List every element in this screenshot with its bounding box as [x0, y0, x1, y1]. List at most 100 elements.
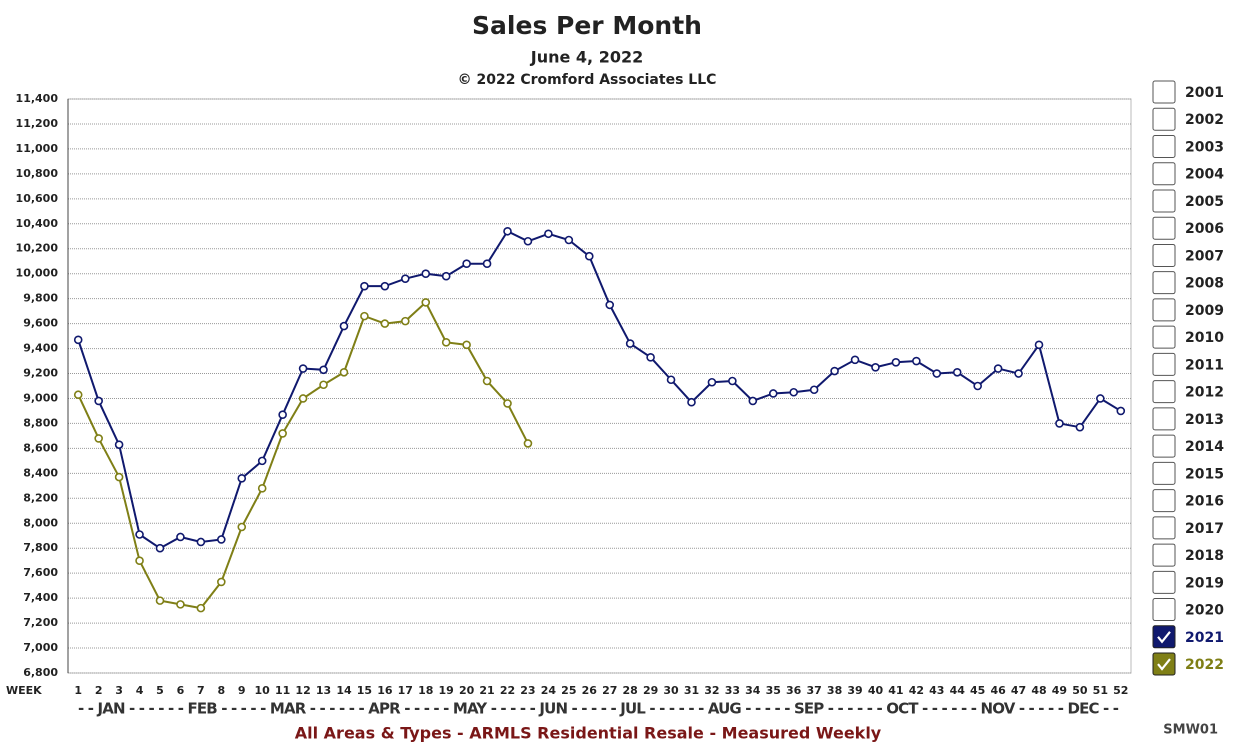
legend-label[interactable]: 2016 [1185, 494, 1224, 510]
data-point [1055, 419, 1064, 428]
legend-label[interactable]: 2005 [1185, 194, 1224, 210]
data-point [421, 298, 431, 307]
legend-checkbox[interactable] [1152, 352, 1176, 376]
data-point [687, 397, 696, 407]
legend-label[interactable]: 2006 [1185, 221, 1224, 237]
legend-checkbox[interactable] [1152, 461, 1176, 485]
y-tick-label: 10,400 [16, 217, 59, 230]
legend-label[interactable]: 2001 [1185, 85, 1224, 101]
x-tick-label: 25 [561, 684, 576, 697]
data-point [728, 376, 737, 386]
legend-checkbox[interactable] [1152, 216, 1176, 240]
y-tick-label: 10,200 [16, 242, 59, 255]
legend-label[interactable]: 2003 [1185, 139, 1224, 155]
data-point [503, 399, 512, 408]
legend-label[interactable]: 2022 [1185, 657, 1224, 673]
legend-label[interactable]: 2011 [1185, 357, 1224, 373]
y-tick-label: 7,000 [23, 641, 58, 654]
legend-checkbox[interactable] [1152, 489, 1176, 513]
x-tick-label: 29 [643, 684, 658, 697]
legend-label[interactable]: 2002 [1185, 112, 1224, 128]
legend-label[interactable]: 2007 [1185, 248, 1224, 264]
y-tick-label: 10,800 [16, 167, 59, 180]
data-point [217, 577, 226, 587]
legend-label[interactable]: 2015 [1185, 466, 1224, 482]
data-point [646, 352, 655, 362]
data-point [850, 355, 860, 365]
data-point [503, 226, 512, 236]
chart-subtitle: June 4, 2022 [530, 48, 643, 67]
y-tick-label: 8,600 [23, 441, 58, 454]
legend-label[interactable]: 2014 [1185, 439, 1224, 455]
legend-label[interactable]: 2018 [1185, 548, 1224, 564]
x-tick-label: 28 [623, 684, 638, 697]
data-point [298, 364, 308, 373]
data-point [1116, 406, 1126, 416]
data-point [380, 281, 390, 291]
data-point [605, 300, 615, 310]
legend-label[interactable]: 2020 [1185, 603, 1224, 619]
data-point [523, 439, 533, 448]
legend-checkbox[interactable] [1152, 516, 1176, 540]
series-line [77, 229, 1122, 550]
x-tick-label: 30 [663, 684, 679, 697]
data-point [176, 600, 185, 609]
legend-checkbox[interactable] [1152, 543, 1176, 567]
legend-label[interactable]: 2017 [1185, 521, 1224, 537]
legend-label[interactable]: 2013 [1185, 412, 1224, 428]
data-point [789, 387, 799, 397]
data-point [1096, 394, 1105, 403]
y-tick-label: 8,400 [23, 466, 58, 479]
legend-checkbox[interactable] [1152, 134, 1176, 158]
data-point [94, 434, 103, 443]
y-tick-label: 7,400 [23, 591, 58, 604]
data-point [176, 532, 185, 542]
x-axis-label: WEEK [6, 684, 42, 697]
legend-checkbox[interactable] [1152, 652, 1176, 676]
x-tick-label: 27 [602, 684, 617, 697]
legend-checkbox[interactable] [1152, 271, 1176, 295]
data-point [360, 281, 369, 291]
data-point [748, 396, 758, 406]
x-tick-label: 10 [255, 684, 271, 697]
legend-checkbox[interactable] [1152, 298, 1176, 322]
data-point [73, 390, 83, 400]
legend-checkbox[interactable] [1152, 162, 1176, 186]
x-tick-label: 37 [806, 684, 821, 697]
data-point [441, 338, 451, 347]
legend-label[interactable]: 2004 [1185, 167, 1224, 183]
legend-checkbox[interactable] [1152, 407, 1176, 431]
x-tick-label: 13 [316, 684, 331, 697]
legend-checkbox[interactable] [1152, 380, 1176, 404]
legend-checkbox[interactable] [1152, 598, 1176, 622]
data-point [196, 537, 206, 547]
x-tick-label: 50 [1072, 684, 1088, 697]
legend-label[interactable]: 2008 [1185, 276, 1224, 292]
data-point [912, 356, 921, 366]
legend-label[interactable]: 2021 [1185, 630, 1224, 646]
legend-checkbox[interactable] [1152, 243, 1176, 267]
data-point [973, 381, 982, 391]
legend-label[interactable]: 2012 [1185, 385, 1224, 401]
legend-label[interactable]: 2019 [1185, 575, 1224, 591]
legend-label[interactable]: 2009 [1185, 303, 1224, 319]
data-point [1034, 340, 1044, 350]
legend-checkbox[interactable] [1152, 189, 1176, 213]
legend-checkbox[interactable] [1152, 80, 1176, 104]
data-point [462, 259, 471, 269]
legend-checkbox[interactable] [1152, 570, 1176, 594]
legend-checkbox[interactable] [1152, 107, 1176, 131]
legend-checkbox[interactable] [1152, 325, 1176, 349]
data-point [257, 484, 267, 493]
x-tick-label: 31 [684, 684, 699, 697]
legend-label[interactable]: 2010 [1185, 330, 1224, 346]
data-point [217, 535, 226, 544]
x-tick-label: 15 [357, 684, 372, 697]
legend-checkbox[interactable] [1152, 434, 1176, 458]
data-point [400, 316, 410, 326]
data-point [871, 362, 880, 372]
x-tick-label: 8 [217, 684, 225, 697]
data-point [830, 366, 839, 376]
data-point [298, 394, 308, 403]
legend-checkbox[interactable] [1152, 625, 1176, 649]
